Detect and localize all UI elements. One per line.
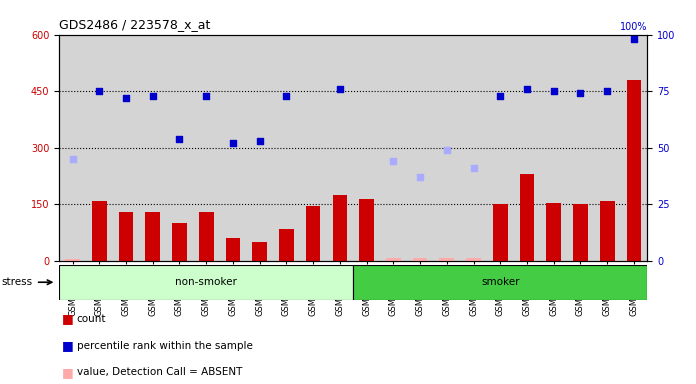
Text: ■: ■ (62, 339, 73, 352)
Bar (92, 201, 106, 261)
Point (174, 136, 185, 142)
Point (548, 88, 560, 94)
Point (388, 158, 399, 164)
Point (468, 165, 479, 171)
Bar (386, 258, 401, 261)
Bar (439, 258, 454, 261)
Point (120, 95, 132, 101)
Point (147, 93, 158, 99)
Bar (65, 259, 80, 261)
Bar (145, 212, 160, 261)
Point (601, 88, 612, 94)
Bar (413, 258, 427, 261)
Bar (172, 223, 187, 261)
Point (254, 138, 265, 144)
Bar (626, 80, 641, 261)
Bar (359, 199, 374, 261)
Bar (520, 174, 535, 261)
Point (67, 156, 78, 162)
Point (334, 86, 345, 92)
Bar (466, 258, 481, 261)
Bar (306, 206, 320, 261)
Bar (253, 242, 267, 261)
Point (441, 147, 452, 153)
Point (495, 93, 506, 99)
Bar (493, 205, 507, 261)
Bar (199, 212, 214, 261)
Bar (573, 205, 588, 261)
Point (94, 88, 105, 94)
Text: stress: stress (1, 277, 33, 287)
Point (200, 93, 212, 99)
Point (628, 36, 640, 42)
Text: GDS2486 / 223578_x_at: GDS2486 / 223578_x_at (59, 18, 210, 31)
Text: ■: ■ (62, 366, 73, 379)
Point (228, 140, 239, 146)
Point (415, 174, 426, 180)
Text: non-smoker: non-smoker (175, 277, 237, 287)
Bar (354, 265, 647, 300)
Bar (226, 238, 240, 261)
Point (521, 86, 532, 92)
Bar (333, 195, 347, 261)
Point (575, 90, 586, 96)
Text: count: count (77, 314, 106, 324)
Bar (600, 201, 615, 261)
Bar (118, 212, 134, 261)
Text: ■: ■ (62, 312, 73, 325)
Text: 100%: 100% (619, 22, 647, 32)
Bar (546, 203, 561, 261)
Text: smoker: smoker (481, 277, 519, 287)
Point (280, 93, 292, 99)
Text: value, Detection Call = ABSENT: value, Detection Call = ABSENT (77, 367, 242, 377)
Bar (279, 229, 294, 261)
Bar (59, 265, 354, 300)
Text: percentile rank within the sample: percentile rank within the sample (77, 341, 253, 351)
